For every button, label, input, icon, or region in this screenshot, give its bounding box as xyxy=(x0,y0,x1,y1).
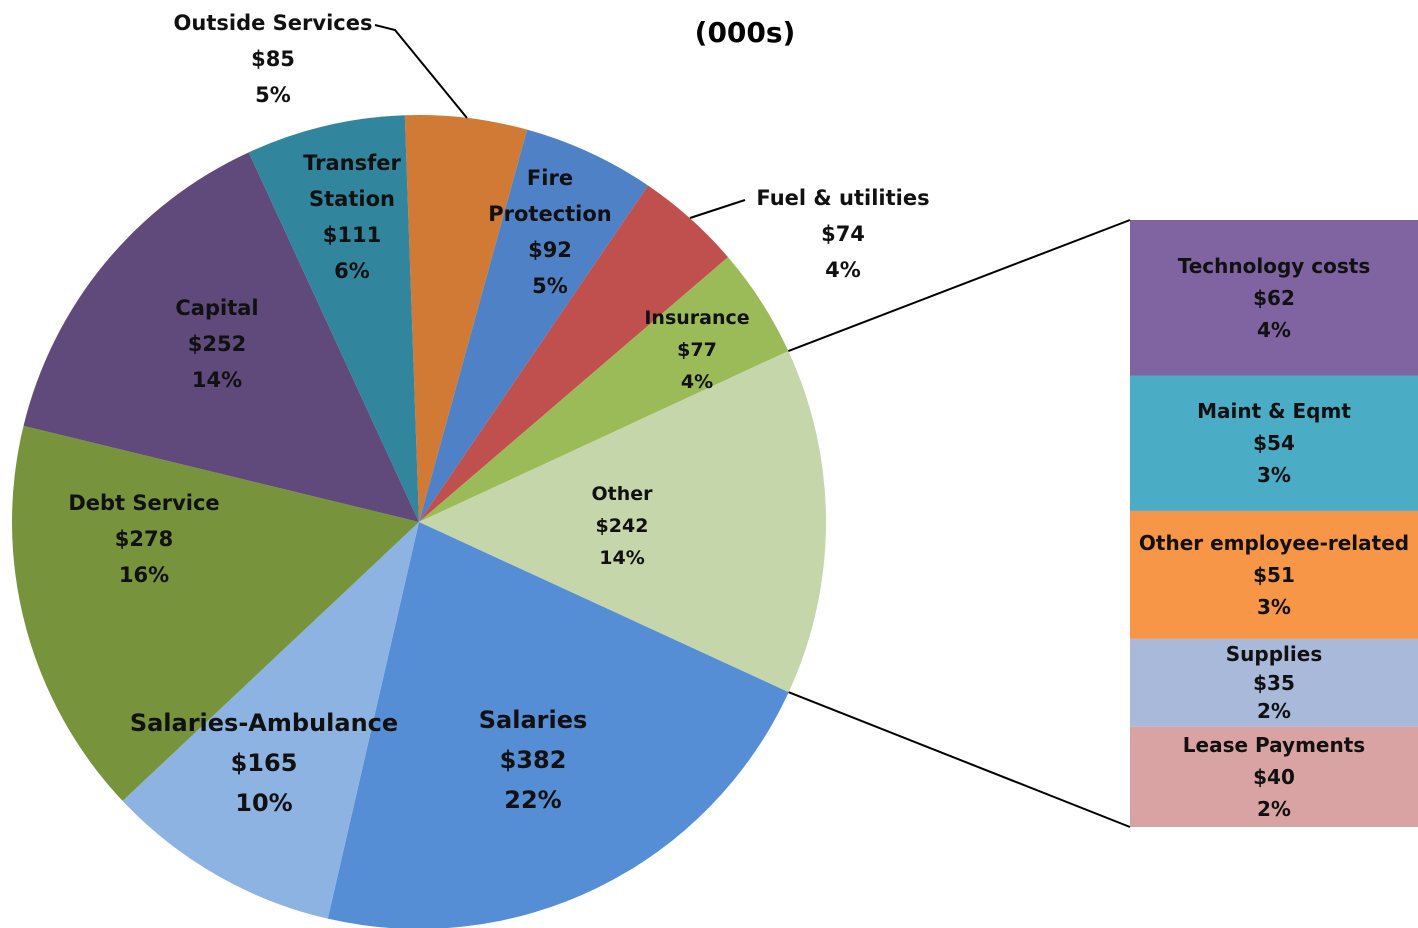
data-label: Capital $252 14% xyxy=(137,290,297,398)
label-line: Supplies xyxy=(1225,642,1323,667)
label-line: 2% xyxy=(1257,796,1291,821)
label-line: Maint & Eqmt xyxy=(1197,399,1351,424)
label-line: $252 xyxy=(187,332,247,356)
bar-segment xyxy=(1130,638,1418,727)
data-label: Salaries-Ambulance $165 10% xyxy=(114,703,414,823)
bar-segment xyxy=(1130,375,1418,511)
label-line: $54 xyxy=(1253,431,1295,456)
label-line: $62 xyxy=(1253,285,1295,310)
leader-line xyxy=(374,24,468,119)
label-line: $382 xyxy=(499,746,567,774)
bar-segment xyxy=(1130,510,1418,639)
data-label: Technology costs $62 4% xyxy=(1130,250,1418,346)
label-line: $35 xyxy=(1253,670,1295,695)
label-line: $111 xyxy=(322,223,382,247)
label-line: 3% xyxy=(1257,463,1291,488)
label-line: $165 xyxy=(230,749,298,777)
data-label: Salaries $382 22% xyxy=(433,700,633,820)
bar-segment xyxy=(1130,220,1418,376)
label-line: Other employee-related xyxy=(1138,530,1410,555)
data-label: Transfer Station $111 6% xyxy=(287,145,417,289)
label-line: $278 xyxy=(114,527,174,551)
label-line: 10% xyxy=(235,789,293,817)
pie-slice xyxy=(122,522,419,919)
pie-slice xyxy=(11,425,419,801)
data-label: Fuel & utilities $74 4% xyxy=(713,180,973,288)
label-line: $74 xyxy=(821,222,865,246)
label-line: Fire Protection xyxy=(488,166,612,226)
connector-line xyxy=(788,691,1131,828)
label-line: $242 xyxy=(595,515,649,537)
leader-line xyxy=(689,199,746,219)
data-label: Insurance $77 4% xyxy=(617,302,777,398)
data-label: Fire Protection $92 5% xyxy=(475,160,625,304)
label-line: 4% xyxy=(1257,317,1291,342)
label-line: 6% xyxy=(334,259,370,283)
pie-slice xyxy=(248,115,419,523)
label-line: Fuel & utilities xyxy=(756,186,930,210)
data-label: Outside Services $85 5% xyxy=(123,5,423,113)
label-line: $51 xyxy=(1253,562,1295,587)
label-line: Other xyxy=(591,483,653,505)
label-line: Insurance xyxy=(644,307,750,329)
data-label: Maint & Eqmt $54 3% xyxy=(1130,395,1418,491)
bar-segment xyxy=(1130,726,1418,827)
pie-slice xyxy=(419,129,649,522)
pie-slice xyxy=(327,522,789,928)
data-label: Debt Service $278 16% xyxy=(34,485,254,593)
connector-line xyxy=(788,219,1131,353)
data-label: Supplies $35 2% xyxy=(1130,640,1418,725)
label-line: Salaries xyxy=(478,706,588,734)
pie-slice xyxy=(404,114,528,522)
label-line: Outside Services xyxy=(173,11,373,35)
data-label: Other $242 14% xyxy=(542,478,702,574)
label-line: $40 xyxy=(1253,764,1295,789)
pie-slice xyxy=(419,185,729,522)
pie-slice xyxy=(23,152,420,522)
label-line: Debt Service xyxy=(68,491,220,515)
label-line: 14% xyxy=(191,368,243,392)
label-line: 4% xyxy=(825,258,861,282)
label-line: Capital xyxy=(175,296,259,320)
label-line: Lease Payments xyxy=(1182,732,1366,757)
pie-slice xyxy=(419,257,789,522)
label-line: Salaries-Ambulance xyxy=(129,709,399,737)
label-line: 3% xyxy=(1257,594,1291,619)
label-line: $85 xyxy=(251,47,295,71)
label-line: 14% xyxy=(599,547,645,569)
label-line: 2% xyxy=(1257,698,1291,723)
label-line: 5% xyxy=(255,83,291,107)
label-line: 16% xyxy=(118,563,170,587)
label-line: Technology costs xyxy=(1177,253,1371,278)
label-line: Transfer Station xyxy=(303,151,401,211)
data-label: Lease Payments $40 2% xyxy=(1130,729,1418,825)
label-line: $92 xyxy=(528,238,572,262)
data-label: Other employee-related $51 3% xyxy=(1130,527,1418,623)
label-line: 22% xyxy=(504,786,562,814)
pie-slice xyxy=(419,351,826,693)
label-line: 4% xyxy=(680,371,714,393)
label-line: 5% xyxy=(532,274,568,298)
subtitle: (000s) xyxy=(694,16,796,49)
label-line: $77 xyxy=(677,339,717,361)
